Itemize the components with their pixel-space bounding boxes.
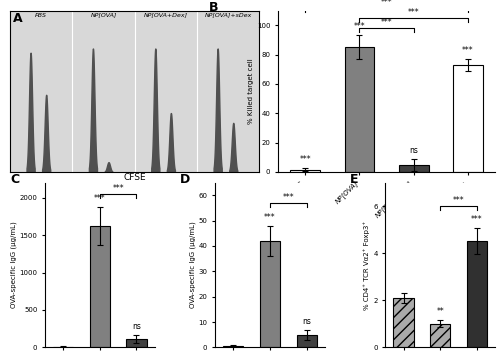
Text: NP[OVA]+sDex: NP[OVA]+sDex [204,13,252,18]
Text: ns: ns [409,146,418,155]
Text: A: A [12,12,22,25]
Text: ns: ns [132,322,141,331]
Text: ***: *** [300,155,311,164]
Y-axis label: % Killed target cell: % Killed target cell [248,58,254,124]
Text: ***: *** [452,196,464,205]
Bar [394,298,413,347]
Bar [296,335,316,347]
Text: ***: *** [264,213,276,221]
Bar [344,47,374,172]
Text: ***: *** [462,46,473,55]
Text: NP[OVA]: NP[OVA] [90,13,117,18]
Text: ***: *** [380,0,392,7]
Text: B: B [208,1,218,14]
X-axis label: CFSE: CFSE [124,173,146,183]
Text: ***: *** [380,18,392,27]
Text: ***: *** [112,184,124,193]
Bar [290,170,320,172]
Bar [398,165,428,172]
Bar [453,65,483,172]
Bar [126,339,146,347]
Text: C: C [10,173,19,186]
Bar [90,226,110,347]
Bar [224,346,244,347]
Text: ns: ns [302,317,311,326]
Bar [466,241,487,347]
Bar [430,324,450,347]
Text: **: ** [436,307,444,316]
Text: ***: *** [471,216,482,224]
Text: E: E [350,173,358,186]
Text: PBS: PBS [35,13,47,18]
Text: ***: *** [354,22,365,32]
Y-axis label: OVA-specific IgG (μg/mL): OVA-specific IgG (μg/mL) [189,221,196,309]
Text: ***: *** [94,194,106,203]
Y-axis label: % CD4⁺ TCR Vα2⁺ Foxp3⁺: % CD4⁺ TCR Vα2⁺ Foxp3⁺ [364,220,370,310]
Text: ***: *** [282,193,294,202]
Y-axis label: OVA-specific IgG (μg/mL): OVA-specific IgG (μg/mL) [10,221,16,309]
Text: D: D [180,173,190,186]
Text: NP[OVA+Dex]: NP[OVA+Dex] [144,13,188,18]
Bar [260,241,280,347]
Text: ***: *** [408,8,420,17]
